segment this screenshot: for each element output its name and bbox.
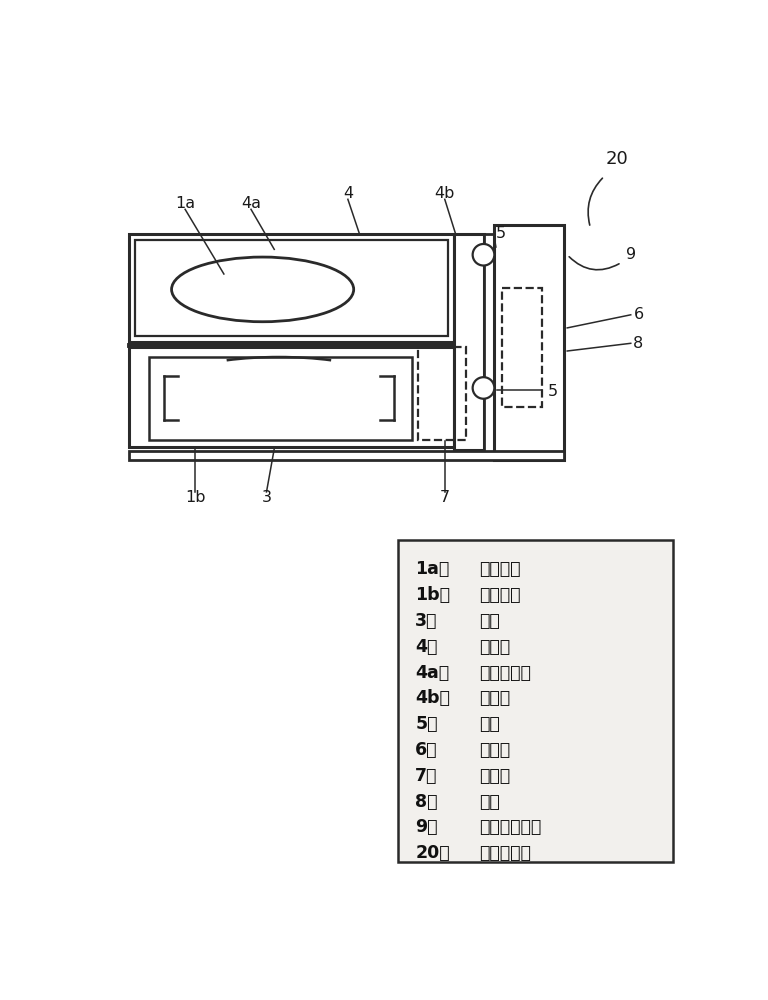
Text: 9：: 9：	[415, 818, 438, 836]
Text: 6：: 6：	[415, 741, 438, 759]
Bar	[128, 451, 564, 460]
Text: 透镜保持部: 透镜保持部	[480, 664, 531, 682]
Bar	[502, 288, 542, 407]
Text: 4: 4	[343, 186, 353, 201]
Text: 7: 7	[440, 490, 450, 505]
Text: 永磁体: 永磁体	[480, 767, 511, 785]
Text: 1b: 1b	[185, 490, 206, 505]
Text: 可动部: 可动部	[480, 638, 511, 656]
Bar	[495, 225, 564, 460]
Text: 侧方部: 侧方部	[480, 689, 511, 707]
Text: 20：: 20：	[415, 844, 450, 862]
Text: 基板: 基板	[480, 612, 501, 630]
Text: 20: 20	[605, 149, 628, 167]
Bar	[128, 234, 454, 342]
Text: 4b: 4b	[435, 186, 455, 201]
Text: 球体: 球体	[480, 715, 501, 733]
Text: 1b：: 1b：	[415, 586, 450, 604]
Text: 4：: 4：	[415, 638, 438, 656]
Text: 3: 3	[261, 490, 272, 505]
Text: 摄像机组件: 摄像机组件	[480, 844, 531, 862]
Text: 固定透镜: 固定透镜	[480, 586, 521, 604]
Text: 3：: 3：	[415, 612, 438, 630]
Text: 9: 9	[626, 247, 636, 262]
Circle shape	[472, 377, 495, 399]
Text: 透镜驱动装置: 透镜驱动装置	[480, 818, 542, 836]
Text: 8：: 8：	[415, 793, 438, 811]
Text: 5：: 5：	[415, 715, 438, 733]
Text: 可动透镜: 可动透镜	[480, 560, 521, 578]
Text: 5: 5	[495, 226, 505, 241]
Text: 1a: 1a	[175, 196, 195, 211]
Text: 线圈: 线圈	[480, 793, 501, 811]
Bar	[134, 240, 448, 336]
Text: 固定部: 固定部	[480, 741, 511, 759]
Text: 5: 5	[548, 384, 558, 399]
Text: 4a：: 4a：	[415, 664, 449, 682]
Circle shape	[472, 244, 495, 266]
Text: 1a：: 1a：	[415, 560, 449, 578]
Text: 4a: 4a	[241, 196, 261, 211]
Bar	[128, 347, 454, 447]
Bar	[454, 234, 484, 450]
Text: 6: 6	[634, 307, 644, 322]
Text: 4b：: 4b：	[415, 689, 450, 707]
Text: 7：: 7：	[415, 767, 438, 785]
Bar	[484, 234, 495, 459]
Text: 8: 8	[634, 336, 644, 351]
Bar	[399, 540, 674, 862]
Bar	[419, 347, 466, 440]
Bar	[149, 357, 412, 440]
